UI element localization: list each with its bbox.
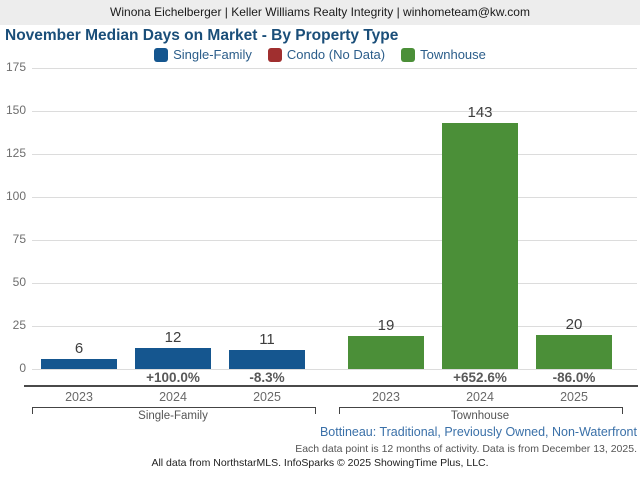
legend-label: Townhouse [420,47,486,62]
chart-legend: Single-Family Condo (No Data) Townhouse [0,46,640,63]
y-axis-tick-label: 75 [12,232,26,246]
gridline [32,282,637,284]
bar-value-label: 20 [565,316,583,333]
bar-townhouse-2024[interactable] [442,123,518,369]
legend-swatch-icon [154,47,169,62]
gridline [32,196,637,198]
legend-item-townhouse[interactable]: Townhouse [401,47,486,62]
bar-single-family-2025[interactable] [229,350,305,369]
bar-value-label: 11 [259,331,275,348]
y-axis-tick-label: 100 [5,189,26,203]
attribution-line: All data from NorthstarMLS. InfoSparks ©… [151,457,489,469]
x-axis-line [24,385,638,387]
y-axis-tick-label: 175 [5,60,26,74]
bar-value-label: 6 [74,340,84,357]
year-label: 2025 [253,390,281,404]
year-label: 2024 [466,390,494,404]
bar-value-label: 143 [467,104,493,121]
search-criteria-line: Bottineau: Traditional, Previously Owned… [319,425,637,439]
y-axis-tick-label: 50 [12,275,26,289]
bar-townhouse-2023[interactable] [348,336,424,369]
gridline [32,110,637,112]
bar-value-label: 19 [377,317,395,334]
legend-item-single-family[interactable]: Single-Family [154,47,252,62]
y-axis-tick-label: 0 [19,361,26,375]
bar-single-family-2024[interactable] [135,348,211,369]
data-note-line: Each data point is 12 months of activity… [295,443,637,455]
contact-line: Winona Eichelberger | Keller Williams Re… [110,5,530,19]
gridline [32,368,637,370]
legend-label: Single-Family [173,47,252,62]
y-axis-tick-label: 150 [5,103,26,117]
y-axis-tick-label: 125 [5,146,26,160]
gridline [32,67,637,69]
gridline [32,239,637,241]
y-axis-tick-label: 25 [12,318,26,332]
pct-change-label: +100.0% [146,370,200,385]
legend-swatch-icon [267,47,282,62]
year-label: 2025 [560,390,588,404]
legend-label: Condo (No Data) [286,47,386,62]
pct-change-label: -8.3% [249,370,285,385]
year-label: 2024 [159,390,187,404]
gridline [32,153,637,155]
contact-header-band: Winona Eichelberger | Keller Williams Re… [0,0,640,25]
pct-change-label: +652.6% [453,370,507,385]
chart-title: November Median Days on Market - By Prop… [5,27,399,44]
bar-single-family-2023[interactable] [41,359,117,369]
group-bracket [339,407,623,414]
legend-item-condo-no-data[interactable]: Condo (No Data) [267,47,386,62]
group-bracket [32,407,316,414]
bar-townhouse-2025[interactable] [536,335,612,369]
year-label: 2023 [372,390,400,404]
bar-value-label: 12 [164,329,182,346]
group-label: Single-Family [138,410,208,422]
group-label: Townhouse [450,410,510,422]
gridline [32,325,637,327]
year-label: 2023 [65,390,93,404]
pct-change-label: -86.0% [552,370,596,385]
legend-swatch-icon [401,47,416,62]
